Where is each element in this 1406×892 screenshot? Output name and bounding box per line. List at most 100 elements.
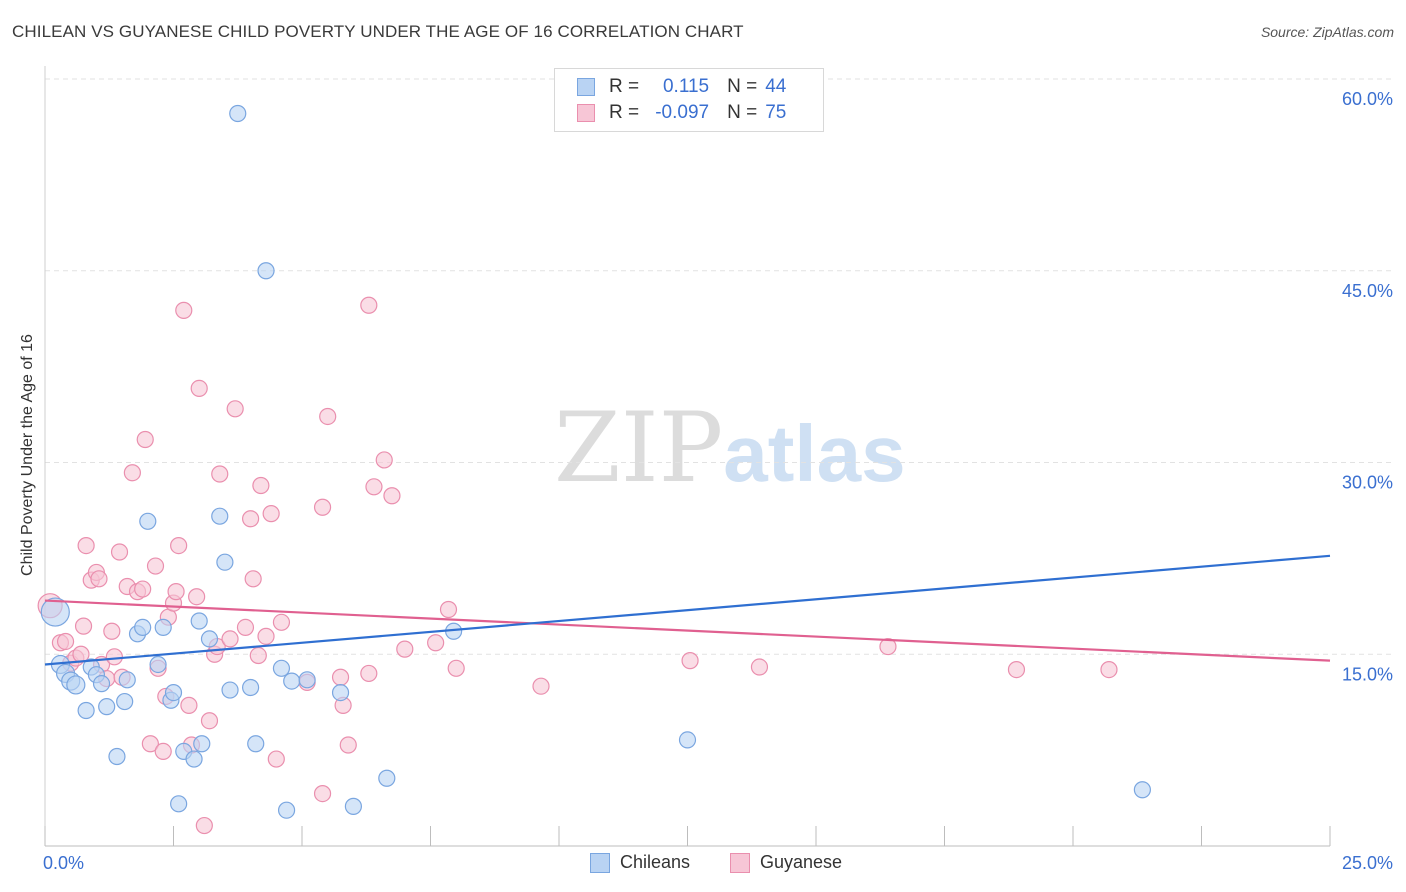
guyanese-point [319, 407, 337, 426]
guyanese-point [313, 498, 332, 516]
guyanese-point [447, 659, 465, 677]
legend-item-chileans: Chileans [590, 852, 690, 873]
chileans-point [247, 735, 265, 753]
y-tick-label: 30.0% [1342, 473, 1393, 493]
guyanese-point [262, 505, 280, 523]
chileans-legend-label: Chileans [620, 852, 691, 872]
chileans-point [331, 683, 350, 702]
guyanese-point [375, 451, 393, 469]
guyanese-point [257, 627, 275, 645]
chileans-point [277, 801, 296, 819]
guyanese-point [110, 543, 129, 561]
guyanese-point [136, 430, 154, 449]
chileans-swatch [577, 78, 595, 96]
source-credit: Source: ZipAtlas.com [1260, 24, 1394, 40]
legend-row-chileans: R = 0.115 N = 44 [577, 74, 786, 100]
chileans-point [170, 795, 188, 813]
r-label: R = [609, 102, 640, 123]
chileans-point [283, 672, 301, 690]
chileans-point [211, 507, 229, 525]
guyanese-point [170, 536, 188, 555]
chart-title: CHILEAN VS GUYANESE CHILD POVERTY UNDER … [12, 22, 744, 41]
chileans-point [1133, 781, 1151, 799]
guyanese-point [77, 536, 95, 555]
guyanese-point [439, 600, 458, 619]
guyanese-point [221, 630, 239, 648]
chileans-point [92, 675, 111, 693]
r-label: R = [609, 76, 640, 97]
guyanese-point [313, 784, 332, 803]
guyanese-point [167, 583, 185, 601]
guyanese-point [188, 588, 206, 606]
guyanese-point [244, 570, 262, 588]
guyanese-point [226, 400, 244, 418]
chileans-point [116, 692, 134, 711]
guyanese-point [74, 617, 93, 635]
guyanese-point [396, 640, 414, 658]
y-tick-label: 15.0% [1342, 664, 1393, 684]
guyanese-n-value: 75 [765, 102, 787, 123]
guyanese-point [195, 816, 213, 835]
legend-item-guyanese: Guyanese [730, 852, 842, 873]
chileans-point [108, 747, 126, 766]
chileans-trend-line [44, 554, 1331, 666]
chileans-point [77, 701, 95, 720]
chileans-point [98, 698, 116, 716]
guyanese-point [1100, 660, 1118, 679]
guyanese-point [105, 648, 123, 666]
n-label: N = [727, 76, 758, 97]
y-axis-label: Child Poverty Under the Age of 16 [19, 334, 36, 576]
guyanese-point [180, 696, 198, 714]
chileans-point [154, 618, 172, 637]
guyanese-point [879, 637, 897, 656]
chileans-point [344, 797, 362, 815]
chileans-r-value: 0.115 [662, 76, 710, 97]
chileans-point [242, 678, 260, 697]
guyanese-r-value: -0.097 [655, 102, 710, 123]
guyanese-trend-line [44, 599, 1331, 662]
tick-labels: 15.0% 30.0% 45.0% 60.0% 0.0% 25.0% [43, 89, 1393, 873]
watermark-zip: ZIP [554, 392, 724, 504]
chileans-point [298, 671, 316, 689]
guyanese-point [750, 658, 769, 676]
guyanese-point [532, 677, 550, 695]
chileans-point [40, 597, 70, 627]
chileans-point [257, 262, 275, 280]
chileans-point [378, 769, 396, 787]
chileans-point [149, 655, 167, 674]
chileans-points [40, 104, 1151, 819]
chileans-point [164, 683, 183, 702]
x-tick-label: 0.0% [43, 853, 84, 873]
watermark-atlas: atlas [723, 409, 906, 498]
y-tick-label: 60.0% [1342, 89, 1393, 109]
chileans-point [118, 671, 136, 689]
guyanese-swatch [577, 104, 595, 122]
guyanese-point [331, 668, 350, 686]
guyanese-point [123, 464, 141, 482]
chileans-point [66, 675, 86, 695]
chileans-point [272, 659, 291, 677]
chileans-point [139, 512, 157, 530]
chileans-point [229, 104, 247, 123]
correlation-legend: R = 0.115 N = 44 R = -0.097 N = 75 [554, 68, 824, 132]
guyanese-point [200, 712, 219, 730]
y-tick-label: 45.0% [1342, 281, 1393, 301]
guyanese-point [175, 301, 193, 319]
watermark: ZIPatlas [554, 400, 906, 497]
guyanese-point [427, 634, 445, 652]
guyanese-point [211, 465, 229, 483]
guyanese-point [365, 478, 383, 496]
guyanese-point [146, 557, 165, 575]
chileans-n-value: 44 [765, 76, 787, 97]
guyanese-point [339, 736, 357, 754]
guyanese-point [141, 735, 159, 753]
chileans-point [190, 612, 208, 630]
guyanese-point [154, 742, 172, 761]
chileans-point [678, 731, 697, 749]
chileans-point [193, 735, 211, 753]
axes [44, 66, 1331, 847]
guyanese-legend-swatch [730, 852, 750, 873]
guyanese-point [360, 296, 378, 314]
chileans-point [185, 750, 203, 768]
legend-row-guyanese: R = -0.097 N = 75 [577, 100, 786, 126]
